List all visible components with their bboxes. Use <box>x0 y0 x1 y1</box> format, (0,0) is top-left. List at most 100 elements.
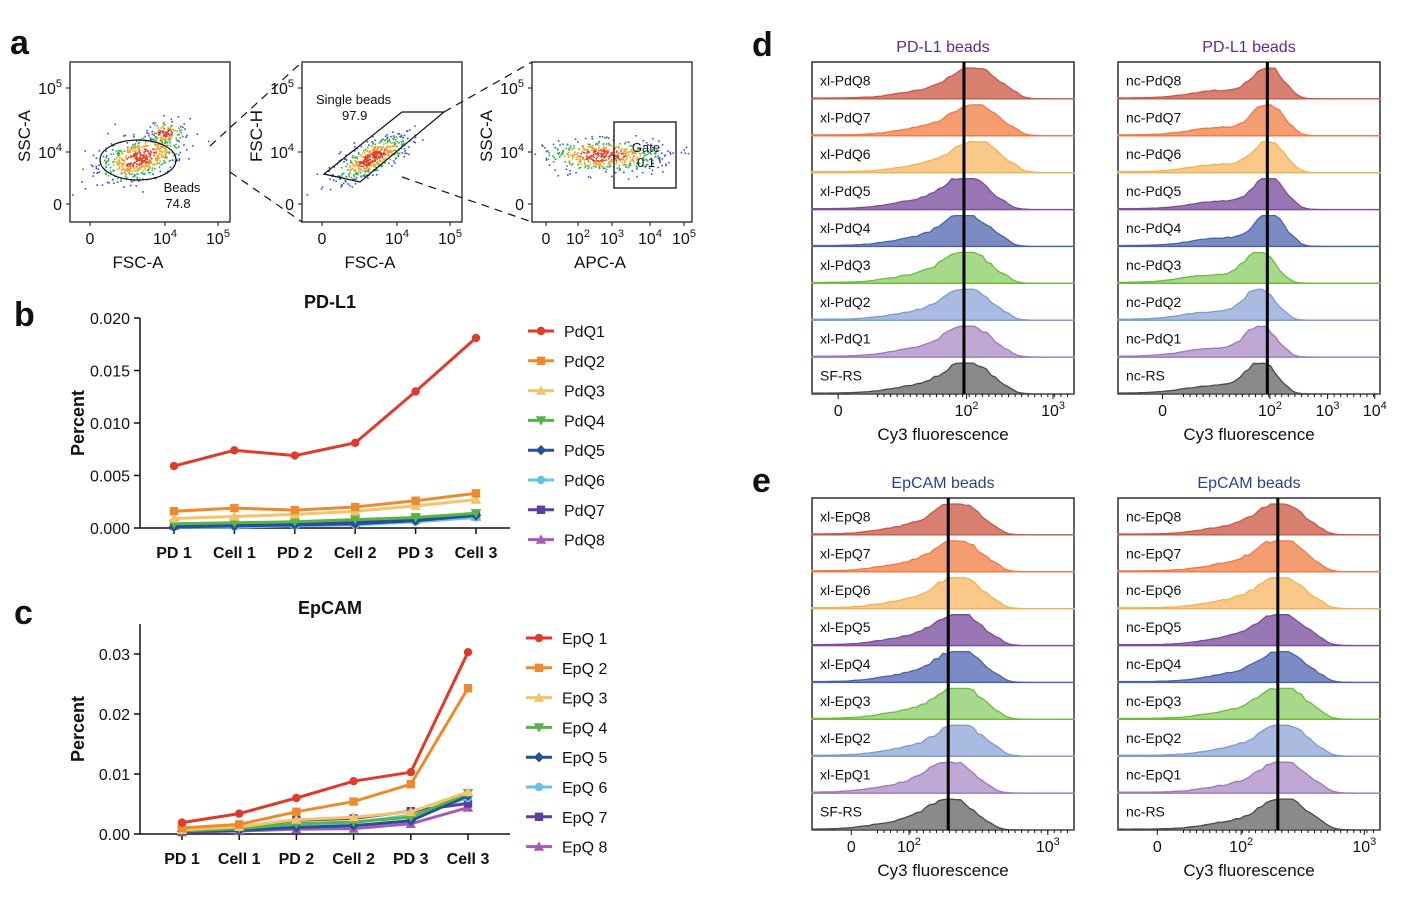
flow-event-dot <box>156 131 159 134</box>
flow-event-dot <box>164 140 167 142</box>
flow-event-dot <box>604 137 606 139</box>
flow-event-dot <box>608 160 611 163</box>
flow-event-dot <box>552 143 555 146</box>
flow-event-dot <box>84 150 86 152</box>
histogram-row-9: nc-RS <box>1117 798 1380 831</box>
flow-event-dot <box>398 133 401 135</box>
flow-event-dot <box>381 152 384 155</box>
flow-event-dot <box>602 167 605 170</box>
flow-event-dot <box>396 145 399 148</box>
flow-event-dot <box>562 143 564 145</box>
y-tick-label: 0.03 <box>99 647 130 664</box>
flow-event-dot <box>605 136 608 138</box>
x-tick-label-base: 10 <box>955 403 973 420</box>
flow-event-dot <box>597 153 599 155</box>
flow-event-dot <box>627 166 629 169</box>
flow-event-dot <box>343 161 345 163</box>
flow-event-dot <box>123 150 126 152</box>
flow-event-dot <box>173 144 175 147</box>
flow-event-dot <box>615 163 617 165</box>
flow-event-dot <box>625 151 627 153</box>
flow-event-dot <box>371 160 373 162</box>
histogram-row-6: nc-EpQ3 <box>1117 687 1381 720</box>
flow-event-dot <box>126 163 128 166</box>
legend-entry: EpQ 6 <box>526 780 607 797</box>
flow-event-dot <box>372 152 374 155</box>
flow-event-dot <box>623 148 625 151</box>
flow-event-dot <box>587 149 590 151</box>
flow-event-dot <box>587 156 590 158</box>
flow-event-dot <box>163 142 166 144</box>
flow-event-dot <box>152 173 154 175</box>
flow-event-dot <box>138 149 141 151</box>
x-tick-label-base: 10 <box>1036 839 1054 856</box>
flow-event-dot <box>581 146 584 148</box>
flow-event-dot <box>371 161 373 163</box>
flow-event-dot <box>162 145 165 148</box>
flow-event-dot <box>365 167 367 170</box>
legend-label: PdQ7 <box>564 503 605 520</box>
row-label: xl-PdQ7 <box>820 109 871 125</box>
flow-event-dot <box>669 151 671 154</box>
flow-event-dot <box>169 166 172 169</box>
flow-event-dot <box>606 150 608 152</box>
x-tick-label: 102 <box>1229 836 1253 856</box>
data-point <box>471 489 481 498</box>
flow-event-dot <box>116 181 119 183</box>
flow-event-dot <box>139 153 142 156</box>
flow-event-dot <box>351 156 354 159</box>
flow-event-dot <box>372 163 374 165</box>
flow-event-dot <box>344 158 346 160</box>
histogram-row-5: xl-EpQ4 <box>811 650 1075 684</box>
flow-event-dot <box>386 151 388 153</box>
flow-event-dot <box>359 155 361 158</box>
histogram-row-1: xl-EpQ8 <box>811 503 1075 536</box>
flow-event-dot <box>129 165 131 167</box>
flow-event-dot <box>130 147 133 150</box>
flow-event-dot <box>178 140 180 143</box>
flow-event-dot <box>156 158 159 161</box>
flow-event-dot <box>126 167 128 170</box>
flow-event-dot <box>141 158 143 160</box>
flow-event-dot <box>354 169 356 171</box>
row-label: xl-PdQ4 <box>820 220 871 236</box>
x-tick-label: Cell 2 <box>332 851 375 868</box>
flow-event-dot <box>81 181 83 183</box>
flow-event-dot <box>208 140 210 143</box>
x-axis-label: Cy3 fluorescence <box>877 861 1008 880</box>
flow-event-dot <box>593 151 596 154</box>
flow-event-dot <box>356 147 359 150</box>
flow-event-dot <box>377 155 380 158</box>
flow-event-dot <box>579 155 582 158</box>
x-tick-label: 104 <box>153 228 177 248</box>
flow-event-dot <box>134 170 136 172</box>
flow-event-dot <box>118 162 121 165</box>
row-label: SF-RS <box>820 804 862 820</box>
row-label: xl-EpQ5 <box>820 619 871 635</box>
data-point <box>406 768 415 777</box>
flow-event-dot <box>381 155 384 158</box>
x-tick-label-base: 10 <box>1316 403 1334 420</box>
flow-event-dot <box>177 154 180 156</box>
flow-event-dot <box>138 164 140 167</box>
flow-event-dot <box>627 154 630 156</box>
flow-event-dot <box>138 157 140 159</box>
flow-event-dot <box>167 133 169 135</box>
flow-event-dot <box>598 150 600 152</box>
flow-event-dot <box>607 155 610 158</box>
flow-event-dot <box>397 154 399 156</box>
x-tick-label: PD 1 <box>156 545 192 562</box>
flow-event-dot <box>393 162 396 164</box>
flow-event-dot <box>117 153 120 155</box>
flow-event-dot <box>113 169 115 172</box>
flow-event-dot <box>136 158 138 161</box>
flow-event-dot <box>384 147 387 149</box>
flow-event-dot <box>400 134 403 137</box>
flow-event-dot <box>341 166 343 169</box>
flow-event-dot <box>570 147 572 149</box>
flow-event-dot <box>131 173 133 175</box>
flow-event-dot <box>171 135 173 137</box>
flow-event-dot <box>92 165 94 168</box>
flow-event-dot <box>364 156 367 159</box>
